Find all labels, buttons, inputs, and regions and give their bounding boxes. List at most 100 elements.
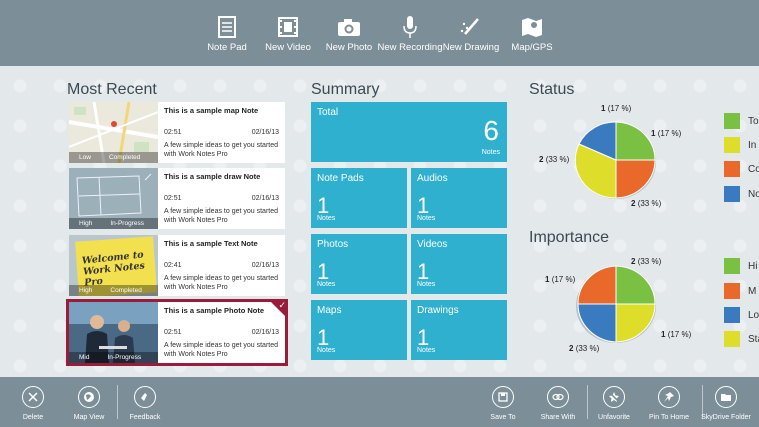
importance-slice-yellow bbox=[615, 303, 656, 343]
new-drawing-button[interactable]: New Drawing bbox=[441, 0, 502, 66]
importance-legend-item: M bbox=[724, 283, 756, 299]
status-slice-orange bbox=[615, 159, 656, 199]
tile-unit: Notes bbox=[417, 281, 436, 288]
map-gps-label: Map/GPS bbox=[511, 42, 553, 53]
status-tag: Completed bbox=[110, 287, 142, 294]
tile-label: Maps bbox=[317, 305, 342, 316]
importance-label-c: 1 (17 %) bbox=[661, 330, 692, 339]
photos-tile[interactable]: Photos 1 Notes bbox=[311, 234, 407, 294]
close-icon bbox=[22, 386, 44, 408]
new-recording-label: New Recording bbox=[377, 42, 443, 53]
note-description: A few simple ideas to get you started wi… bbox=[164, 275, 279, 291]
note-date: 02/16/13 bbox=[251, 195, 279, 202]
skydrive-folder-button[interactable]: SkyDrive Folder bbox=[701, 377, 751, 427]
app-command-bar: Note Pad New Video New Photo New Recordi… bbox=[0, 0, 759, 66]
tile-label: Note Pads bbox=[317, 173, 364, 184]
save-to-button[interactable]: Save To bbox=[488, 377, 518, 427]
map-thumbnail: Low Completed bbox=[69, 102, 158, 163]
note-date: 02/16/13 bbox=[251, 129, 279, 136]
share-with-button[interactable]: Share With bbox=[539, 377, 577, 427]
separator bbox=[117, 385, 118, 419]
tile-label: Total bbox=[317, 107, 339, 118]
importance-tag: Mid bbox=[79, 354, 90, 361]
maps-tile[interactable]: Maps 1 Notes bbox=[311, 300, 407, 360]
feedback-icon bbox=[134, 386, 156, 408]
separator bbox=[702, 385, 703, 419]
globe-icon bbox=[78, 386, 100, 408]
summary-heading: Summary bbox=[311, 81, 380, 98]
bottom-app-bar: Delete Map View Feedback Save To Share W… bbox=[0, 377, 759, 427]
importance-tag: High bbox=[79, 287, 93, 294]
note-title: This is a sample draw Note bbox=[164, 172, 261, 181]
save-to-label: Save To bbox=[490, 414, 516, 421]
status-legend-item: To bbox=[724, 113, 759, 129]
tile-unit: Notes bbox=[417, 215, 436, 222]
status-slice-yellow bbox=[574, 143, 617, 199]
importance-label-d: 2 (33 %) bbox=[569, 344, 600, 353]
note-description: A few simple ideas to get you started wi… bbox=[164, 342, 279, 358]
status-tag: In-Progress bbox=[107, 354, 142, 361]
status-pie-chart[interactable] bbox=[573, 120, 659, 200]
status-label-d: 2 (33 %) bbox=[631, 199, 662, 208]
pin-icon bbox=[658, 386, 680, 408]
tile-count: 1 bbox=[317, 325, 330, 350]
audios-tile[interactable]: Audios 1 Notes bbox=[411, 168, 507, 228]
importance-slice-blue bbox=[577, 303, 617, 343]
pin-to-home-button[interactable]: Pin To Home bbox=[648, 377, 690, 427]
folder-icon bbox=[715, 386, 737, 408]
map-view-button[interactable]: Map View bbox=[70, 377, 108, 427]
new-drawing-label: New Drawing bbox=[442, 42, 500, 53]
status-legend-item: In bbox=[724, 137, 756, 153]
importance-label-b: 1 (17 %) bbox=[545, 275, 576, 284]
importance-pie-chart[interactable] bbox=[573, 264, 659, 344]
status-label-c: 2 (33 %) bbox=[539, 155, 570, 164]
note-title: This is a sample Text Note bbox=[164, 239, 258, 248]
pencil-icon bbox=[460, 18, 479, 35]
note-date: 02/16/13 bbox=[251, 262, 279, 269]
share-with-label: Share With bbox=[540, 414, 576, 421]
new-video-button[interactable]: New Video bbox=[258, 0, 319, 66]
tile-count: 6 bbox=[483, 115, 499, 146]
feedback-button[interactable]: Feedback bbox=[128, 377, 162, 427]
total-tile[interactable]: Total 6 Notes bbox=[311, 102, 507, 162]
status-tag: In-Progress bbox=[110, 220, 144, 227]
unfavorite-button[interactable]: Unfavorite bbox=[597, 377, 631, 427]
status-label-a: 1 (17 %) bbox=[601, 104, 632, 113]
videos-tile[interactable]: Videos 1 Notes bbox=[411, 234, 507, 294]
note-tags: High Completed bbox=[69, 285, 158, 296]
tile-unit: Notes bbox=[317, 215, 336, 222]
note-card-text[interactable]: Welcome to Work Notes Pro High Completed … bbox=[69, 235, 285, 296]
note-time: 02:41 bbox=[164, 262, 182, 269]
sticky-note-thumbnail: Welcome to Work Notes Pro High Completed bbox=[69, 235, 158, 296]
tile-unit: Notes bbox=[317, 347, 336, 354]
tile-unit: Notes bbox=[481, 149, 500, 156]
note-description: A few simple ideas to get you started wi… bbox=[164, 208, 279, 224]
status-legend-item: Co bbox=[724, 161, 759, 177]
note-card-draw[interactable]: High In-Progress This is a sample draw No… bbox=[69, 168, 285, 229]
importance-label-a: 2 (33 %) bbox=[631, 257, 662, 266]
map-gps-button[interactable]: Map/GPS bbox=[502, 0, 563, 66]
tile-label: Videos bbox=[417, 239, 448, 250]
note-card-photo[interactable]: Mid In-Progress This is a sample Photo No… bbox=[66, 299, 288, 366]
note-pads-tile[interactable]: Note Pads 1 Notes bbox=[311, 168, 407, 228]
note-card-map[interactable]: Low Completed This is a sample map Note 0… bbox=[69, 102, 285, 163]
status-legend-item: No bbox=[724, 186, 759, 202]
feedback-label: Feedback bbox=[129, 414, 161, 421]
new-recording-button[interactable]: New Recording bbox=[377, 0, 443, 66]
note-title: This is a sample map Note bbox=[164, 106, 259, 115]
drawings-tile[interactable]: Drawings 1 Notes bbox=[411, 300, 507, 360]
photo-thumbnail: Mid In-Progress bbox=[69, 302, 158, 363]
tile-count: 1 bbox=[417, 193, 430, 218]
tile-unit: Notes bbox=[317, 281, 336, 288]
tile-label: Drawings bbox=[417, 305, 459, 316]
importance-slice-orange bbox=[577, 265, 617, 305]
separator bbox=[587, 385, 588, 419]
camera-icon bbox=[338, 19, 360, 36]
save-icon bbox=[492, 386, 514, 408]
note-title: This is a sample Photo Note bbox=[164, 306, 265, 315]
delete-button[interactable]: Delete bbox=[18, 377, 48, 427]
new-photo-button[interactable]: New Photo bbox=[319, 0, 380, 66]
note-pad-button[interactable]: Note Pad bbox=[197, 0, 258, 66]
skydrive-folder-label: SkyDrive Folder bbox=[701, 414, 751, 421]
new-video-label: New Video bbox=[265, 42, 311, 53]
